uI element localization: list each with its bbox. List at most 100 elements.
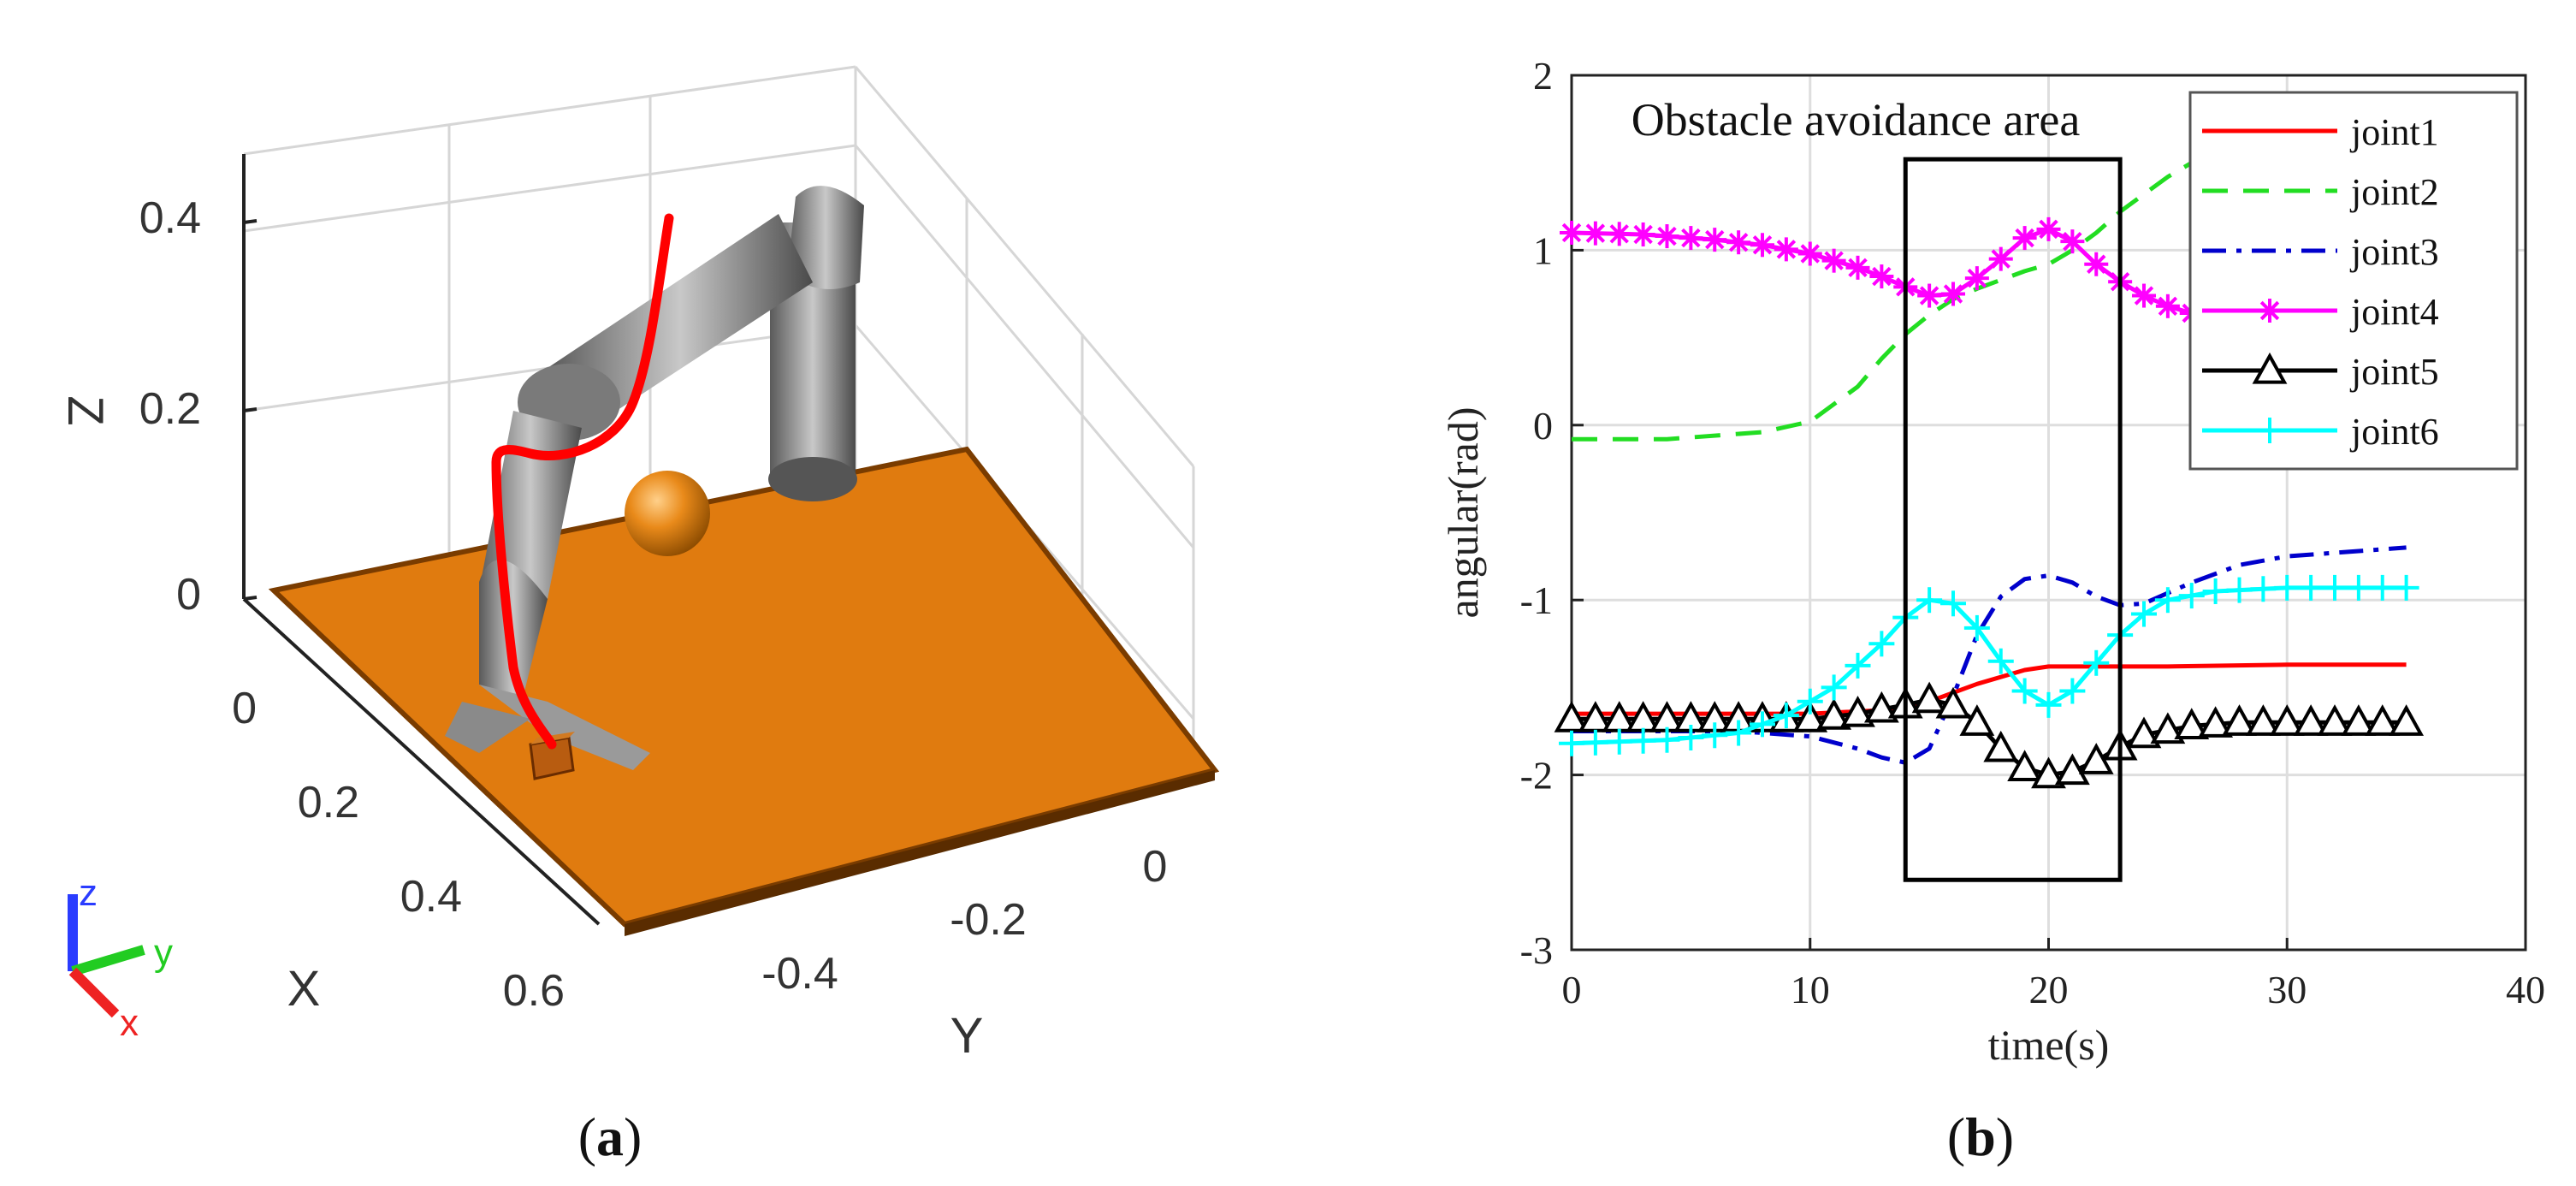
marker-joint4 <box>1703 228 1727 252</box>
z-axis-label: Z <box>57 395 113 425</box>
legend-item-joint3: joint3 <box>2202 231 2439 273</box>
marker-joint4 <box>2036 216 2061 241</box>
x-tick-label: 0 <box>232 684 257 733</box>
panel-b-caption: (b) <box>1947 1106 2014 1167</box>
y-tick-label: -0.2 <box>950 895 1027 945</box>
y-tick-label: -2 <box>1520 754 1553 798</box>
marker-joint5 <box>2222 704 2257 736</box>
marker-joint6 <box>2083 649 2110 676</box>
x-tick-label: 0.4 <box>400 872 462 922</box>
series-line-joint3 <box>1572 545 2407 765</box>
marker-joint6 <box>2226 577 2253 603</box>
z-axis-ticks <box>243 219 258 601</box>
marker-joint4 <box>1726 230 1751 255</box>
x-tick-label: 0 <box>1562 968 1582 1011</box>
y-tick-label: -0.4 <box>761 949 838 999</box>
legend-label: joint2 <box>2349 171 2439 213</box>
marker-joint4 <box>1869 264 1894 289</box>
end-effector-trajectory <box>491 213 674 750</box>
marker-joint5 <box>2031 756 2066 789</box>
series-line-joint1 <box>1572 662 2407 716</box>
floor-edge <box>625 770 1215 936</box>
marker-joint4 <box>1774 237 1798 262</box>
marker-joint6 <box>2393 574 2419 601</box>
triad-y-label: y <box>154 932 173 974</box>
marker-joint5 <box>2150 712 2186 744</box>
marker-joint6 <box>2369 574 2395 601</box>
marker-joint6 <box>2202 578 2229 604</box>
z-tick-label: 0 <box>176 570 201 620</box>
legend-item-joint4: joint4 <box>2202 291 2439 333</box>
x-ticks: 0 10 20 30 40 <box>1562 938 2545 1011</box>
panel-a-robot-scene: 0.4 0.2 0 0 0.2 0.4 0.6 -0.4 -0.2 0 Z X … <box>57 65 1220 1167</box>
marker-joint4 <box>2012 226 2037 251</box>
triad-x-label: x <box>120 1002 139 1044</box>
floor-plane <box>268 446 1220 928</box>
marker-joint6 <box>1940 590 1966 617</box>
marker-joint5 <box>1935 686 1971 719</box>
marker-joint6 <box>2154 587 2181 614</box>
marker-joint5 <box>2293 704 2329 736</box>
marker-joint5 <box>2389 704 2425 736</box>
marker-joint5 <box>2245 704 2281 736</box>
marker-joint6 <box>1726 720 1752 746</box>
marker-joint6 <box>1963 614 1990 641</box>
panel-b-joint-angle-chart: 0 10 20 30 40 210-1-2-3 Obstacle avoidance a… <box>1439 54 2545 1167</box>
marker-joint6 <box>1630 727 1656 754</box>
marker-joint4 <box>1750 233 1774 258</box>
marker-joint5 <box>1840 695 1875 727</box>
y-tick-label: 0 <box>1533 404 1553 448</box>
series-line-joint2 <box>1572 143 2407 442</box>
marker-joint5 <box>2054 753 2090 786</box>
marker-joint4 <box>2084 252 2109 276</box>
marker-joint5 <box>2365 704 2401 736</box>
marker-joint4 <box>2060 229 2085 254</box>
legend-item-joint5: joint5 <box>2202 351 2439 393</box>
triad-x-arrow <box>68 967 120 1018</box>
y-ticks: 2 1 0 -1 -2 -3 <box>1520 54 1584 972</box>
y-tick-labels: -0.4 -0.2 0 <box>761 842 1167 999</box>
marker-joint6 <box>2298 574 2324 601</box>
x-tick-label: 10 <box>1791 968 1830 1011</box>
marker-joint6 <box>1606 728 1632 755</box>
marker-joint5 <box>1792 701 1828 732</box>
x-tick-labels: 0 0.2 0.4 0.6 <box>232 684 565 1016</box>
x-axis-line <box>242 597 601 926</box>
legend-item-joint6: joint6 <box>2202 411 2439 453</box>
marker-joint6 <box>2035 691 2062 718</box>
marker-joint6 <box>1582 729 1608 756</box>
marker-joint4 <box>1821 248 1846 273</box>
series-joint2 <box>1572 143 2407 442</box>
legend-label: joint6 <box>2349 411 2439 453</box>
marker-joint5 <box>2341 704 2377 736</box>
marker-joint4 <box>1655 224 1679 249</box>
legend-item-joint2: joint2 <box>2202 171 2439 213</box>
marker-joint6 <box>2178 583 2205 609</box>
triad-y-arrow <box>71 945 145 976</box>
obstacle-avoidance-box <box>1903 157 2123 882</box>
legend-label: joint4 <box>2349 291 2439 333</box>
y-tick-label: 1 <box>1533 228 1553 272</box>
x-axis-label: X <box>287 961 321 1017</box>
marker-joint5 <box>2269 704 2305 736</box>
marker-joint6 <box>1654 726 1680 753</box>
marker-joint6 <box>1750 711 1775 738</box>
orientation-triad: z y x <box>68 872 173 1044</box>
x-tick-label: 0.6 <box>503 966 565 1016</box>
panel-a-caption-letter: a <box>596 1106 624 1167</box>
y-tick-label: 2 <box>1533 54 1553 98</box>
marker-joint6 <box>2011 678 2038 704</box>
marker-joint6 <box>1845 652 1871 679</box>
legend-item-joint1: joint1 <box>2202 111 2439 153</box>
z-tick-labels: 0.4 0.2 0 <box>139 193 201 620</box>
series-joint6 <box>1559 574 2419 756</box>
marker-joint4 <box>1845 255 1870 280</box>
marker-joint6 <box>1821 674 1847 701</box>
marker-joint6 <box>1773 703 1799 729</box>
marker-joint4 <box>2132 283 2156 308</box>
panel-b-caption-letter: b <box>1965 1106 1996 1167</box>
obstacle-sphere <box>625 471 710 556</box>
triad-z-label: z <box>79 872 98 914</box>
legend-label: joint3 <box>2349 231 2439 273</box>
